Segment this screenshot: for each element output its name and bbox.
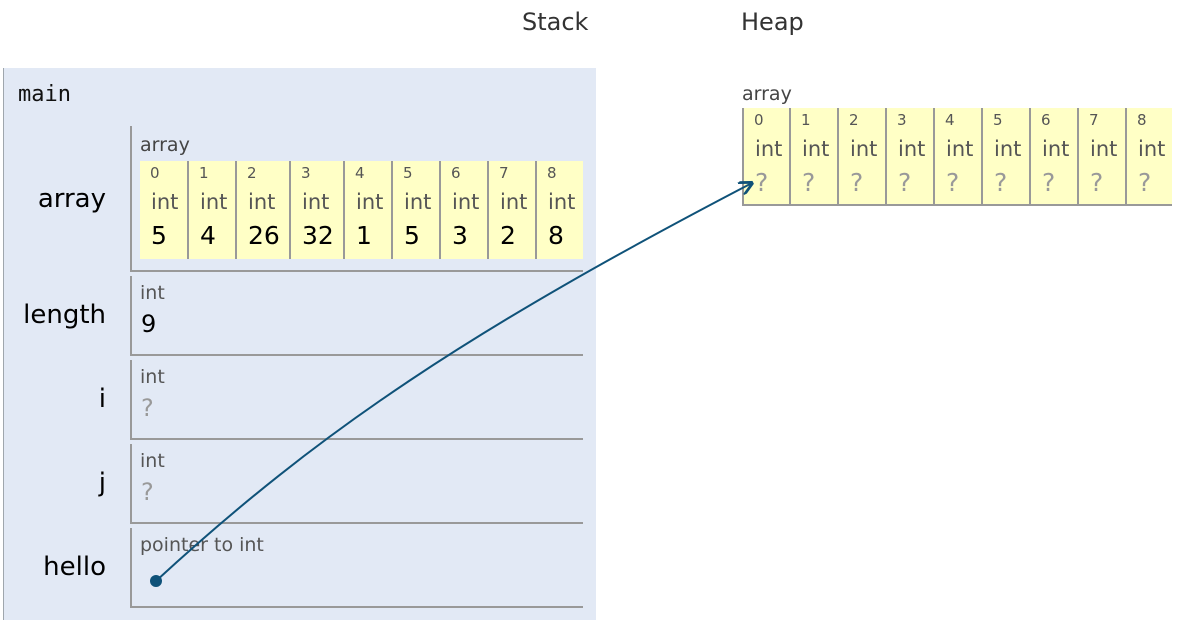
cell-index: 8 xyxy=(547,164,557,182)
cell-type: int xyxy=(548,190,576,214)
cell-index: 6 xyxy=(1041,111,1051,129)
cell-index: 4 xyxy=(355,164,365,182)
cell-index: 6 xyxy=(451,164,461,182)
array-cell: 7 int? xyxy=(1079,108,1127,206)
cell-index: 0 xyxy=(754,111,764,129)
cell-value: 8 xyxy=(548,221,564,250)
array-cell: 0 int 5 xyxy=(140,161,189,259)
var-name-array: array xyxy=(37,184,106,214)
length-value: 9 xyxy=(141,310,157,338)
cell-type: int xyxy=(200,190,228,214)
cell-value: 26 xyxy=(248,221,280,250)
frame-title: main xyxy=(18,82,71,107)
cell-index: 8 xyxy=(1137,111,1147,129)
array-cell: 5 int? xyxy=(983,108,1031,206)
cell-value: ? xyxy=(994,168,1008,197)
cell-value: 5 xyxy=(151,221,167,250)
cell-index: 3 xyxy=(301,164,311,182)
cell-type: int xyxy=(452,190,480,214)
cell-value: 2 xyxy=(500,221,516,250)
var-name-j: j xyxy=(98,468,106,498)
cell-type: int xyxy=(1042,137,1070,161)
cell-value: ? xyxy=(755,168,769,197)
cell-index: 7 xyxy=(1089,111,1099,129)
cell-value: 32 xyxy=(302,221,334,250)
cell-value: ? xyxy=(1138,168,1152,197)
cell-value: ? xyxy=(946,168,960,197)
cell-index: 4 xyxy=(945,111,955,129)
array-cell: 8 int 8 xyxy=(537,161,583,259)
cell-type: int xyxy=(994,137,1022,161)
array-cell: 7 int 2 xyxy=(489,161,537,259)
array-cell: 2 int? xyxy=(839,108,887,206)
cell-value: 4 xyxy=(200,221,216,250)
cell-value: ? xyxy=(898,168,912,197)
stack-heading: Stack xyxy=(522,8,589,36)
cell-type: int xyxy=(151,190,179,214)
cell-index: 1 xyxy=(199,164,209,182)
cell-index: 7 xyxy=(499,164,509,182)
j-value: ? xyxy=(141,478,154,506)
array-type-label: array xyxy=(140,134,190,156)
array-cell: 3 int 32 xyxy=(291,161,345,259)
array-cell: 3 int? xyxy=(887,108,935,206)
array-cell: 1 int? xyxy=(791,108,839,206)
var-box-array: array 0 int 5 1 int 4 2 int 26 3 int 32 4 int 1 5 int 5 6 i… xyxy=(130,126,583,272)
cell-value: 5 xyxy=(404,221,420,250)
cell-value: ? xyxy=(1042,168,1056,197)
cell-index: 3 xyxy=(897,111,907,129)
cell-index: 2 xyxy=(849,111,859,129)
var-box-j: int ? xyxy=(130,444,583,524)
var-box-i: int ? xyxy=(130,360,583,440)
cell-value: ? xyxy=(850,168,864,197)
cell-type: int xyxy=(946,137,974,161)
hello-type: pointer to int xyxy=(140,534,264,556)
cell-type: int xyxy=(898,137,926,161)
cell-index: 1 xyxy=(801,111,811,129)
cell-type: int xyxy=(755,137,783,161)
array-cell: 4 int? xyxy=(935,108,983,206)
array-cell: 0 int? xyxy=(742,108,791,206)
cell-type: int xyxy=(302,190,330,214)
stack-frame-main: main array array 0 int 5 1 int 4 2 int 26 3 int 32 4… xyxy=(3,68,596,620)
i-type: int xyxy=(140,366,165,388)
length-type: int xyxy=(140,282,165,304)
i-value: ? xyxy=(141,394,154,422)
var-name-hello: hello xyxy=(43,552,106,582)
cell-type: int xyxy=(1090,137,1118,161)
cell-value: ? xyxy=(802,168,816,197)
cell-value: ? xyxy=(1090,168,1104,197)
heap-heading: Heap xyxy=(741,8,804,36)
heap-array-label: array xyxy=(742,83,792,105)
cell-type: int xyxy=(356,190,384,214)
cell-index: 2 xyxy=(247,164,257,182)
array-cell: 4 int 1 xyxy=(345,161,393,259)
var-name-length: length xyxy=(23,300,106,330)
heap-array-cells: 0 int? 1 int? 2 int? 3 int? 4 int? 5 int? 6 int? 7 int?… xyxy=(742,108,1172,206)
array-cell: 8 int? xyxy=(1127,108,1172,206)
cell-type: int xyxy=(404,190,432,214)
cell-type: int xyxy=(850,137,878,161)
array-cell: 1 int 4 xyxy=(189,161,237,259)
cell-type: int xyxy=(500,190,528,214)
cell-value: 1 xyxy=(356,221,372,250)
var-box-hello: pointer to int xyxy=(130,528,583,608)
stack-array-cells: 0 int 5 1 int 4 2 int 26 3 int 32 4 int 1 5 int 5 6 int 3 7 in… xyxy=(140,161,583,259)
cell-index: 5 xyxy=(993,111,1003,129)
array-cell: 6 int 3 xyxy=(441,161,489,259)
cell-type: int xyxy=(1138,137,1166,161)
j-type: int xyxy=(140,450,165,472)
var-name-i: i xyxy=(98,384,106,414)
array-cell: 2 int 26 xyxy=(237,161,291,259)
cell-index: 0 xyxy=(150,164,160,182)
cell-index: 5 xyxy=(403,164,413,182)
array-cell: 5 int 5 xyxy=(393,161,441,259)
cell-value: 3 xyxy=(452,221,468,250)
cell-type: int xyxy=(248,190,276,214)
var-box-length: int 9 xyxy=(130,276,583,356)
array-cell: 6 int? xyxy=(1031,108,1079,206)
cell-type: int xyxy=(802,137,830,161)
